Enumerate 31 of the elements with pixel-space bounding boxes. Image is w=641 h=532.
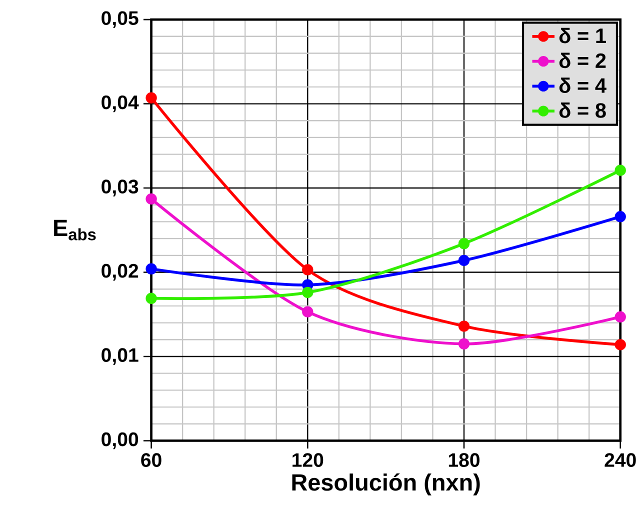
x-tick-label: 180 (448, 453, 480, 468)
x-tick-label: 120 (292, 453, 324, 468)
point (458, 238, 470, 250)
point (458, 338, 470, 350)
point (614, 211, 626, 222)
point (146, 263, 157, 275)
legend-label: δ = 1 (559, 28, 606, 44)
point (458, 255, 470, 266)
y-tick-label: 0,02 (102, 264, 138, 281)
y-tick-label: 0,01 (102, 348, 138, 366)
point (458, 320, 470, 332)
point (146, 92, 157, 104)
point (614, 164, 626, 176)
legend-label: δ = 2 (559, 52, 606, 68)
legend-label: δ = 8 (559, 102, 606, 118)
y-tick-label: 0,03 (102, 180, 138, 197)
point (614, 339, 626, 350)
point (614, 311, 626, 323)
legend-label: δ = 4 (559, 78, 606, 94)
y-tick-label: 0,00 (102, 432, 138, 450)
y-tick-label: 0,04 (102, 96, 139, 112)
x-tick-label: 60 (141, 453, 162, 468)
point (302, 306, 314, 318)
y-axis-title: E$_{abs}$ (54, 220, 96, 241)
point (302, 264, 314, 276)
x-axis-title: Resolución (nxn) (292, 474, 480, 496)
x-tick-label: 240 (604, 453, 636, 468)
point (146, 292, 157, 304)
y-tick-label: 0,05 (102, 11, 138, 28)
point (146, 194, 157, 205)
point (302, 287, 314, 298)
